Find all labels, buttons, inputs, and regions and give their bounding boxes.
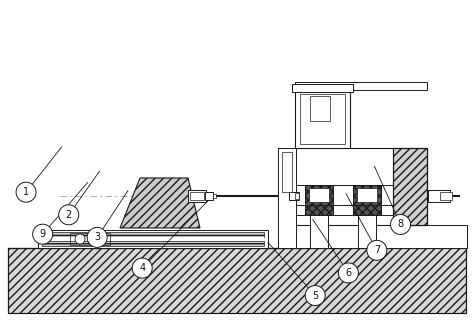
Text: 7: 7 bbox=[374, 245, 380, 255]
Circle shape bbox=[75, 234, 85, 244]
Bar bbox=[310, 96, 330, 121]
Bar bbox=[358, 205, 376, 248]
Bar bbox=[70, 233, 110, 245]
Bar bbox=[428, 190, 450, 202]
Bar bbox=[38, 230, 268, 248]
Circle shape bbox=[59, 205, 79, 225]
Bar bbox=[310, 205, 328, 248]
Circle shape bbox=[367, 240, 387, 260]
Bar bbox=[292, 84, 353, 92]
Bar bbox=[289, 192, 299, 200]
Text: 2: 2 bbox=[65, 210, 72, 220]
Text: 4: 4 bbox=[139, 263, 145, 273]
Bar bbox=[190, 192, 204, 200]
Bar bbox=[278, 148, 296, 248]
Bar bbox=[213, 194, 216, 198]
Bar bbox=[295, 148, 427, 225]
Bar bbox=[393, 148, 427, 225]
Bar bbox=[440, 192, 452, 200]
Bar bbox=[393, 148, 427, 225]
Text: 3: 3 bbox=[94, 233, 100, 242]
Text: 5: 5 bbox=[312, 291, 319, 300]
Bar bbox=[42, 241, 264, 246]
Bar bbox=[42, 237, 264, 241]
Bar bbox=[188, 190, 206, 202]
Bar bbox=[305, 205, 333, 215]
Bar bbox=[305, 185, 333, 205]
Circle shape bbox=[16, 182, 36, 202]
Circle shape bbox=[391, 214, 410, 234]
Text: 9: 9 bbox=[40, 229, 46, 239]
Polygon shape bbox=[120, 178, 200, 228]
Bar bbox=[205, 192, 213, 200]
Circle shape bbox=[132, 258, 152, 278]
Bar bbox=[300, 94, 345, 144]
Bar bbox=[206, 193, 208, 199]
Text: 1: 1 bbox=[23, 187, 29, 197]
Bar bbox=[295, 225, 467, 248]
Bar bbox=[8, 248, 466, 313]
Bar bbox=[353, 185, 381, 205]
Bar bbox=[282, 152, 292, 192]
Circle shape bbox=[338, 263, 358, 283]
Bar bbox=[42, 232, 264, 237]
Circle shape bbox=[87, 227, 107, 247]
Circle shape bbox=[33, 224, 53, 244]
Bar bbox=[353, 205, 381, 215]
Text: 8: 8 bbox=[398, 220, 403, 229]
Bar bbox=[309, 188, 329, 202]
Circle shape bbox=[305, 286, 325, 306]
Bar bbox=[8, 248, 466, 313]
Bar bbox=[357, 188, 377, 202]
Text: 6: 6 bbox=[346, 268, 351, 278]
Bar bbox=[295, 90, 350, 148]
Bar bbox=[295, 193, 299, 199]
Bar bbox=[295, 82, 427, 90]
Bar bbox=[295, 225, 467, 248]
